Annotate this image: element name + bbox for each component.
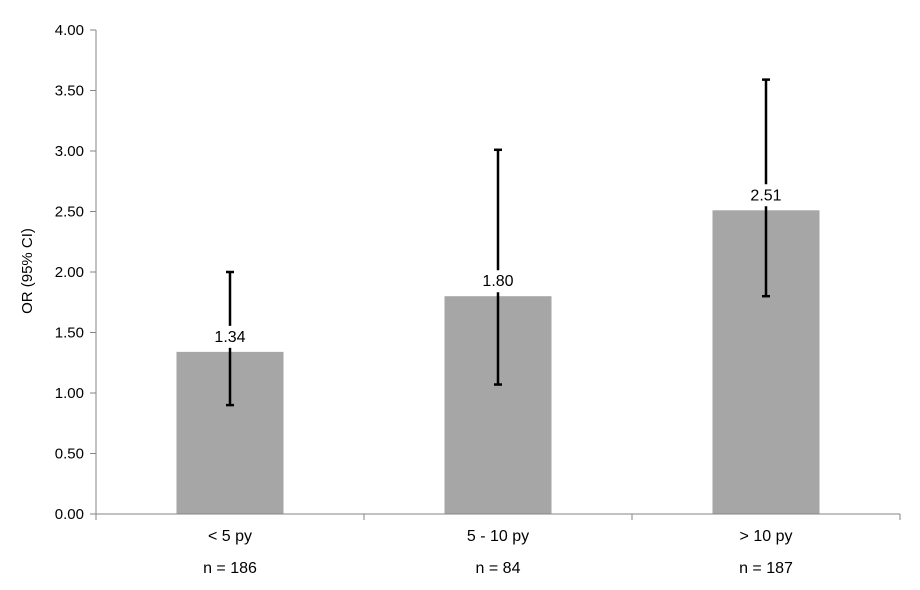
- sample-size-label-3: n = 187: [739, 560, 793, 577]
- data-label-3: 2.51: [750, 187, 781, 204]
- data-label-1: 1.34: [214, 329, 245, 346]
- axes-group: [95, 30, 901, 520]
- y-tick-label: 0.50: [55, 446, 84, 463]
- sample-size-label-2: n = 84: [476, 560, 521, 577]
- data-label-2: 1.80: [482, 273, 513, 290]
- y-tick-label: 4.00: [55, 22, 84, 39]
- y-tick-label: 2.00: [55, 264, 84, 281]
- category-label-2: 5 - 10 py: [467, 528, 529, 545]
- sample-size-label-1: n = 186: [203, 560, 257, 577]
- labels-group: 1.34 < 5 py n = 186 1.80 5 - 10 py n = 84 2.51…: [203, 187, 793, 577]
- y-axis-title: OR (95% CI): [19, 228, 36, 314]
- y-tick-label: 3.00: [55, 143, 84, 160]
- y-tick-label: 2.50: [55, 204, 84, 221]
- y-tick-label: 1.00: [55, 385, 84, 402]
- category-label-3: > 10 py: [740, 528, 793, 545]
- error-bars-group: [226, 78, 770, 407]
- y-axis-ticks: 0.00 0.50 1.00 1.50 2.00 2.50 3.00 3.50 4.00: [55, 22, 96, 523]
- y-tick-label: 0.00: [55, 506, 84, 523]
- y-tick-label: 1.50: [55, 325, 84, 342]
- category-label-1: < 5 py: [208, 528, 252, 545]
- y-tick-label: 3.50: [55, 83, 84, 100]
